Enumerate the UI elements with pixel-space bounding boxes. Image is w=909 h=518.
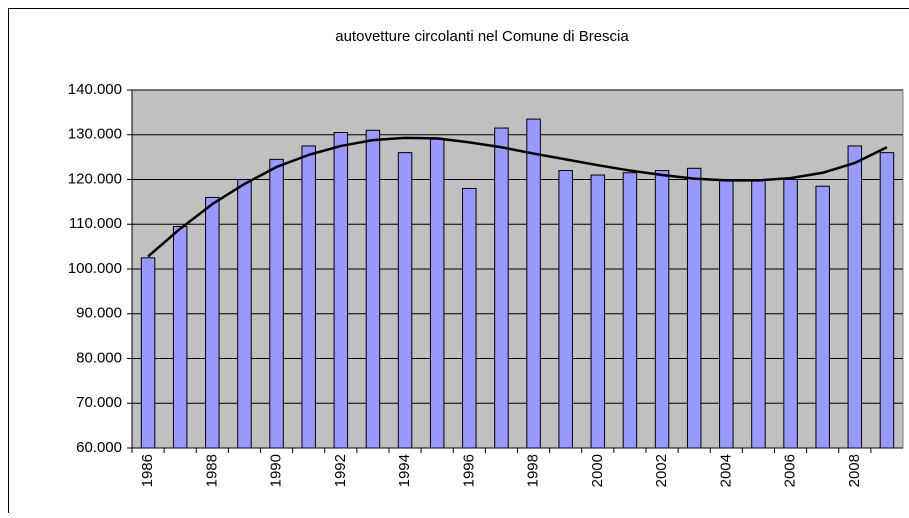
y-tick-label: 110.000 xyxy=(69,215,122,232)
bar xyxy=(334,133,347,448)
x-tick-label: 1988 xyxy=(203,454,220,487)
bar xyxy=(816,186,829,448)
y-tick-label: 140.000 xyxy=(68,81,122,98)
bar xyxy=(302,146,315,448)
x-tick-label: 2004 xyxy=(717,454,734,487)
x-tick-label: 1996 xyxy=(460,454,477,487)
bar xyxy=(591,175,604,448)
bar xyxy=(206,197,219,448)
bar xyxy=(398,153,411,448)
x-tick-label: 1998 xyxy=(525,454,542,487)
bar xyxy=(173,226,186,448)
y-tick-label: 100.000 xyxy=(68,260,122,277)
x-tick-label: 2002 xyxy=(653,454,670,487)
bar xyxy=(463,188,476,448)
bar xyxy=(270,159,283,448)
y-tick-label: 90.000 xyxy=(76,305,122,322)
y-tick-label: 130.000 xyxy=(68,126,122,143)
x-tick-label: 1986 xyxy=(139,454,156,487)
x-tick-label: 1990 xyxy=(268,454,285,487)
bar xyxy=(687,168,700,448)
bar xyxy=(848,146,861,448)
bar xyxy=(430,139,443,448)
x-tick-label: 2008 xyxy=(846,454,863,487)
bar xyxy=(752,180,765,449)
bar xyxy=(141,258,154,448)
bar xyxy=(720,180,733,449)
bar xyxy=(880,153,893,448)
bar xyxy=(495,128,508,448)
bar xyxy=(238,180,251,449)
bar xyxy=(559,171,572,448)
bar xyxy=(527,119,540,448)
y-tick-label: 70.000 xyxy=(76,394,122,411)
x-tick-label: 1992 xyxy=(332,454,349,487)
y-tick-label: 60.000 xyxy=(76,439,122,456)
x-tick-label: 1994 xyxy=(396,454,413,487)
bar xyxy=(784,180,797,449)
y-tick-label: 80.000 xyxy=(76,349,122,366)
bar xyxy=(366,130,379,448)
chart-title: autovetture circolanti nel Comune di Bre… xyxy=(335,28,629,45)
bar xyxy=(655,171,668,448)
x-tick-label: 2006 xyxy=(782,454,799,487)
bar xyxy=(623,173,636,448)
y-tick-label: 120.000 xyxy=(68,170,122,187)
x-tick-label: 2000 xyxy=(589,454,606,487)
